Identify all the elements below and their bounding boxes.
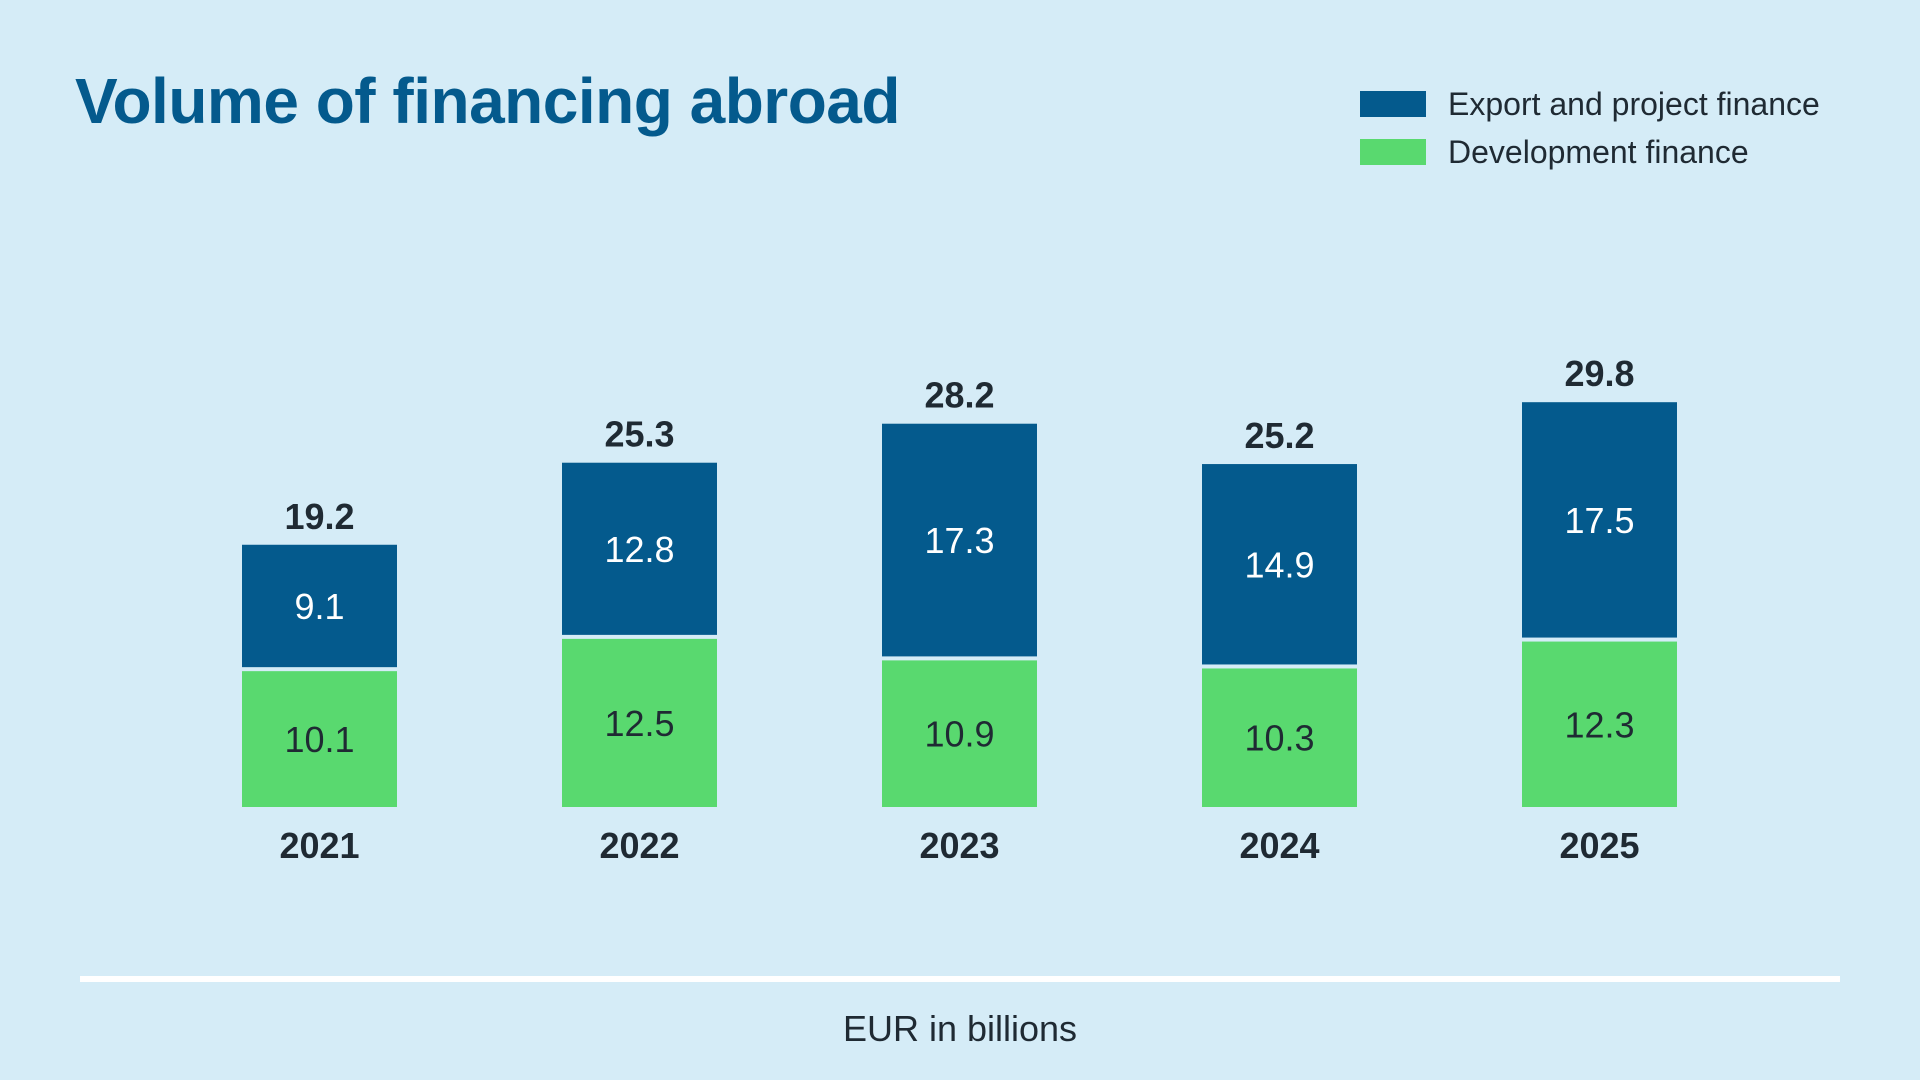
label-development-2025: 12.3 bbox=[1564, 704, 1634, 745]
label-export-2021: 9.1 bbox=[294, 586, 344, 627]
label-development-2023: 10.9 bbox=[924, 714, 994, 755]
unit-label: EUR in billions bbox=[842, 1008, 1078, 1049]
x-tick-2025: 2025 bbox=[1559, 825, 1639, 866]
label-export-2022: 12.8 bbox=[604, 529, 674, 570]
label-export-2025: 17.5 bbox=[1564, 500, 1634, 541]
x-tick-2023: 2023 bbox=[919, 825, 999, 866]
total-label-2022: 25.3 bbox=[604, 414, 674, 455]
label-development-2024: 10.3 bbox=[1244, 718, 1314, 759]
total-label-2025: 29.8 bbox=[1564, 353, 1634, 394]
legend: Export and project finance Development f… bbox=[1360, 80, 1820, 176]
x-tick-2022: 2022 bbox=[599, 825, 679, 866]
legend-swatch-export bbox=[1360, 91, 1426, 117]
total-label-2024: 25.2 bbox=[1244, 415, 1314, 456]
bar-export-2024 bbox=[1202, 464, 1357, 665]
bar-export-2023 bbox=[882, 423, 1037, 657]
divider-line bbox=[80, 976, 1840, 982]
bar-development-2021 bbox=[242, 671, 397, 807]
bar-export-2022 bbox=[562, 462, 717, 635]
chart-title: Volume of financing abroad bbox=[75, 65, 900, 137]
bar-export-2025 bbox=[1522, 402, 1677, 638]
total-label-2021: 19.2 bbox=[284, 496, 354, 537]
legend-item-export: Export and project finance bbox=[1360, 80, 1820, 128]
bar-export-2021 bbox=[242, 544, 397, 668]
x-tick-2024: 2024 bbox=[1239, 825, 1319, 866]
legend-swatch-development bbox=[1360, 139, 1426, 165]
label-development-2021: 10.1 bbox=[284, 719, 354, 760]
legend-label-development: Development finance bbox=[1448, 133, 1749, 170]
bar-development-2022 bbox=[562, 638, 717, 807]
label-export-2024: 14.9 bbox=[1244, 544, 1314, 585]
legend-item-development: Development finance bbox=[1360, 128, 1820, 176]
total-label-2023: 28.2 bbox=[924, 375, 994, 416]
label-export-2023: 17.3 bbox=[924, 520, 994, 561]
bar-development-2024 bbox=[1202, 668, 1357, 807]
x-tick-2021: 2021 bbox=[279, 825, 359, 866]
label-development-2022: 12.5 bbox=[604, 703, 674, 744]
bar-development-2023 bbox=[882, 660, 1037, 807]
bar-development-2025 bbox=[1522, 641, 1677, 807]
legend-label-export: Export and project finance bbox=[1448, 85, 1820, 122]
